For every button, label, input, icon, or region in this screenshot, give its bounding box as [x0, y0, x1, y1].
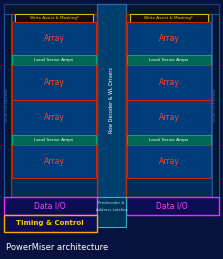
Text: Write Assist & Masking*: Write Assist & Masking*: [29, 16, 78, 20]
Text: Data I/O: Data I/O: [34, 202, 66, 211]
Text: Local Sense Amps: Local Sense Amps: [149, 58, 189, 62]
Bar: [130, 14, 208, 22]
Text: Row Decoder & WL Drivers: Row Decoder & WL Drivers: [109, 68, 114, 133]
Bar: [4, 197, 97, 215]
Text: Local Col Decode: Local Col Decode: [213, 89, 217, 123]
Bar: [212, 14, 219, 197]
Bar: [97, 4, 126, 197]
Bar: [12, 100, 96, 135]
Text: Address Latches: Address Latches: [96, 208, 127, 212]
Bar: [126, 197, 219, 215]
Bar: [127, 135, 211, 145]
Bar: [127, 22, 211, 55]
Text: Write Assist & Masking*: Write Assist & Masking*: [145, 16, 194, 20]
Text: Local Sense Amps: Local Sense Amps: [34, 138, 74, 142]
Text: Array: Array: [159, 78, 180, 87]
Bar: [11, 14, 97, 197]
Bar: [127, 100, 211, 135]
Text: Local Sense Amps: Local Sense Amps: [34, 58, 74, 62]
Text: Array: Array: [159, 34, 180, 43]
Text: Predecoder &: Predecoder &: [98, 201, 125, 205]
Text: PowerMiser architecture: PowerMiser architecture: [6, 242, 108, 251]
Bar: [12, 145, 96, 178]
Bar: [127, 145, 211, 178]
Text: Array: Array: [159, 113, 180, 122]
Bar: [4, 14, 11, 197]
Bar: [127, 55, 211, 65]
Text: Array: Array: [159, 157, 180, 166]
Bar: [4, 215, 97, 232]
Bar: [12, 55, 96, 65]
Text: Array: Array: [43, 157, 64, 166]
Text: Data I/O: Data I/O: [156, 202, 188, 211]
Bar: [12, 135, 96, 145]
Text: Array: Array: [43, 78, 64, 87]
Text: Array: Array: [43, 34, 64, 43]
Text: Array: Array: [43, 113, 64, 122]
Bar: [15, 14, 93, 22]
Bar: [126, 14, 212, 197]
Text: Local Sense Amps: Local Sense Amps: [149, 138, 189, 142]
Bar: [97, 197, 126, 227]
Text: Local Col Decode: Local Col Decode: [6, 89, 10, 123]
Bar: [127, 65, 211, 100]
Bar: [4, 4, 219, 197]
Text: Timing & Control: Timing & Control: [16, 220, 84, 227]
Bar: [12, 65, 96, 100]
Bar: [12, 22, 96, 55]
